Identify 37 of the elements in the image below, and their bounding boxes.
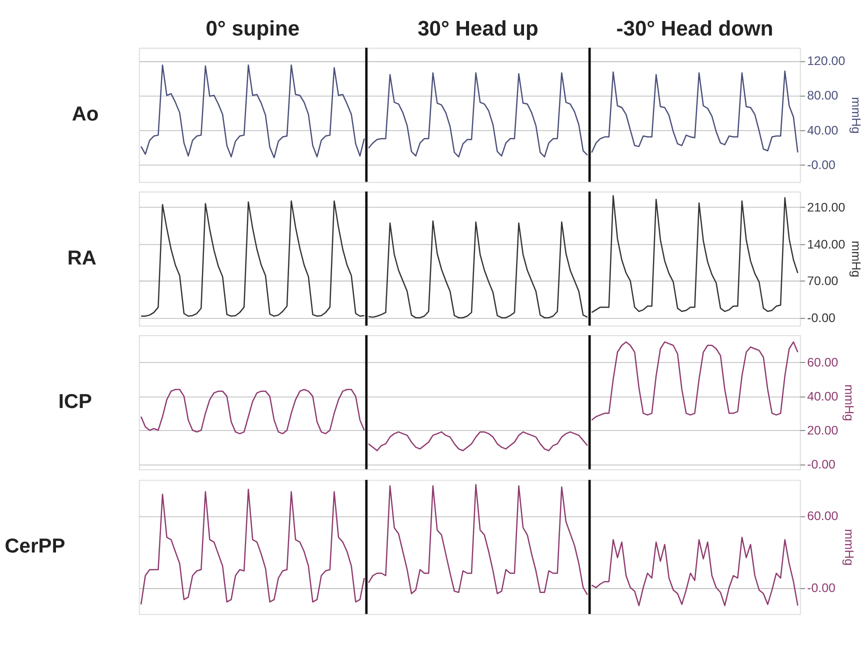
y-axis-title: mmHg <box>848 97 863 134</box>
y-tick-label: 20.00 <box>807 424 838 438</box>
y-tick-label: -0.00 <box>807 580 836 595</box>
text: 30° Head up <box>418 17 538 40</box>
line-series <box>140 388 365 434</box>
y-tick-label: 40.00 <box>807 123 838 138</box>
line-series <box>140 64 365 158</box>
y-tick-label: 120.00 <box>807 54 846 68</box>
y-tick-label: -0.00 <box>807 458 836 472</box>
y-axis-title: mmHg <box>842 384 856 422</box>
y-tick-label: -0.00 <box>807 311 836 326</box>
line-series <box>368 431 588 452</box>
line-series <box>591 70 798 154</box>
y-axis-title: mmHg <box>842 529 856 566</box>
y-tick-label: 80.00 <box>807 88 838 103</box>
line-series <box>368 220 588 318</box>
text: ICP <box>58 390 92 413</box>
line-series <box>368 72 588 158</box>
y-tick-label: 140.00 <box>807 237 846 252</box>
line-series <box>591 536 798 606</box>
y-tick-label: 60.00 <box>807 356 838 370</box>
text: -30° Head down <box>616 17 774 40</box>
text: CerPP <box>4 536 66 558</box>
text: RA <box>67 247 96 270</box>
line-series <box>591 341 798 421</box>
text: 0° supine <box>206 17 300 40</box>
y-tick-label: 60.00 <box>807 509 838 524</box>
y-tick-label: 210.00 <box>807 200 846 215</box>
text: Ao <box>72 104 99 126</box>
y-axis-title: mmHg <box>848 240 863 278</box>
y-tick-label: 40.00 <box>807 390 838 404</box>
line-series <box>140 200 365 317</box>
line-series <box>140 488 365 605</box>
line-series <box>591 195 798 314</box>
y-tick-label: -0.00 <box>807 158 836 172</box>
y-tick-label: 70.00 <box>807 274 838 288</box>
line-series <box>368 484 588 596</box>
